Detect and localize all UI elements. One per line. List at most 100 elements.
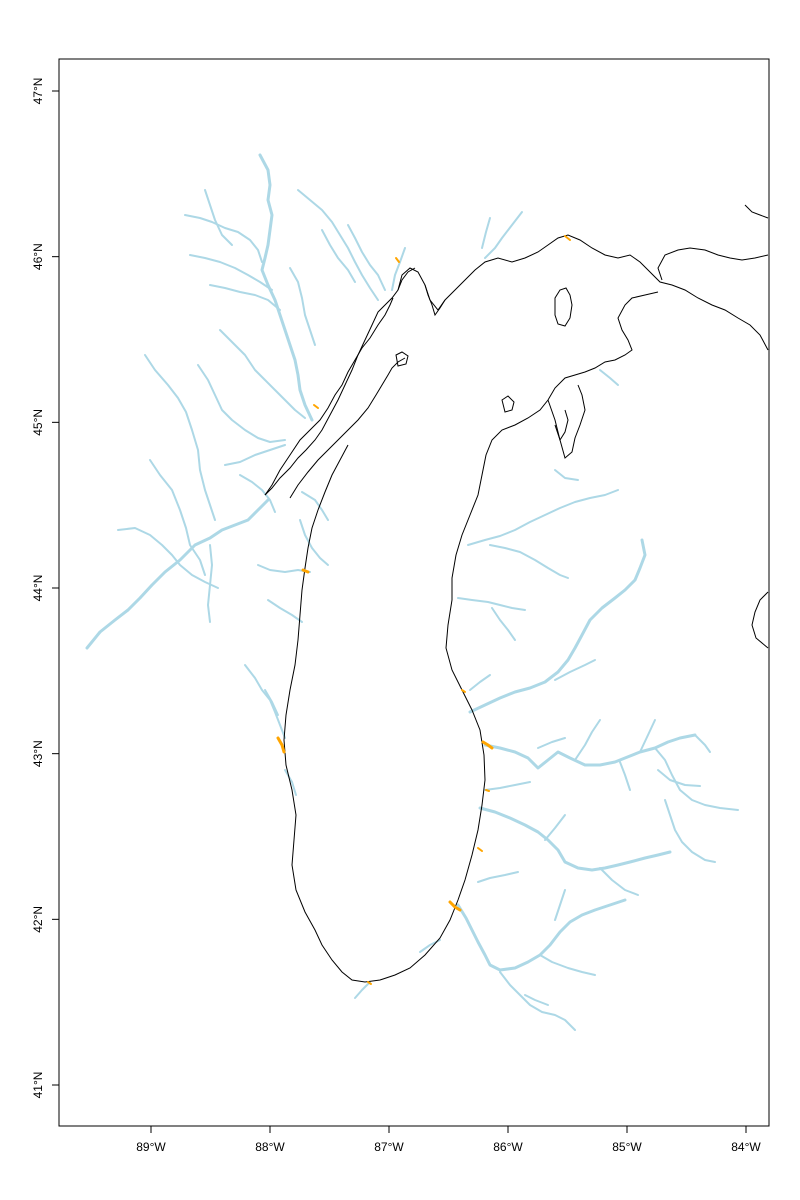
- river-line: [85, 498, 270, 650]
- x-tick-label: 86°W: [493, 1140, 523, 1154]
- river-line: [664, 799, 716, 863]
- highlight-segment: [564, 235, 571, 241]
- river-line: [477, 871, 519, 883]
- river-line: [197, 364, 286, 443]
- highlight-segment: [395, 257, 400, 263]
- highlight-segment: [477, 847, 483, 852]
- y-tick-label: 41°N: [31, 1072, 45, 1099]
- shoreline-main: [657, 247, 769, 281]
- river-line: [209, 284, 281, 311]
- river-line: [297, 189, 379, 301]
- river-line: [554, 889, 566, 921]
- river-line: [204, 189, 233, 246]
- river-line: [574, 719, 601, 761]
- shoreline-main: [283, 291, 659, 983]
- river-line: [654, 747, 739, 811]
- river-line: [483, 733, 697, 770]
- river-line: [289, 267, 316, 346]
- river-line: [244, 664, 286, 739]
- y-tick-label: 43°N: [31, 740, 45, 767]
- x-tick-label: 89°W: [136, 1140, 166, 1154]
- river-line: [469, 674, 491, 691]
- river-line: [599, 369, 619, 386]
- river-line: [539, 954, 596, 976]
- lake-michigan-shoreline: [264, 204, 769, 983]
- river-line: [354, 981, 371, 999]
- x-axis: 89°W 88°W 87°W 86°W 85°W 84°W: [136, 1126, 761, 1154]
- shoreline-main: [547, 384, 586, 459]
- river-line: [207, 544, 213, 623]
- river-line: [391, 247, 406, 291]
- highlight-segment: [313, 404, 319, 409]
- river-line: [239, 474, 276, 513]
- shoreline-main: [751, 591, 769, 649]
- river-line: [264, 689, 279, 716]
- highlight-segment: [481, 740, 494, 750]
- river-line: [456, 898, 627, 972]
- island-outline: [554, 287, 573, 327]
- river-line: [694, 734, 711, 753]
- river-line: [189, 254, 273, 291]
- river-line: [284, 769, 297, 796]
- river-line: [299, 519, 329, 566]
- shoreline-main: [397, 267, 416, 291]
- river-line: [184, 214, 263, 263]
- river-line: [484, 211, 523, 259]
- river-line: [639, 719, 656, 753]
- shoreline-main: [264, 234, 769, 496]
- river-line: [117, 527, 219, 589]
- y-tick-label: 47°N: [31, 78, 45, 105]
- river-line: [149, 459, 206, 576]
- river-line: [657, 769, 701, 787]
- river-line: [457, 597, 526, 611]
- shoreline-main: [554, 409, 569, 442]
- shoreline-main: [424, 284, 446, 317]
- island-outline: [501, 395, 515, 413]
- river-line: [144, 354, 216, 521]
- shoreline-main: [264, 297, 394, 496]
- plot-frame: [58, 58, 770, 1127]
- river-line: [619, 761, 631, 791]
- river-line: [484, 781, 531, 791]
- y-tick-label: 46°N: [31, 243, 45, 270]
- river-line: [537, 737, 566, 749]
- river-line: [219, 329, 306, 419]
- y-tick-label: 42°N: [31, 906, 45, 933]
- river-line: [554, 659, 596, 681]
- x-tick-label: 85°W: [612, 1140, 642, 1154]
- river-line: [499, 971, 576, 1031]
- river-line: [544, 814, 566, 841]
- y-tick-label: 44°N: [31, 575, 45, 602]
- highlight-segment: [485, 789, 490, 792]
- shoreline-main: [744, 204, 769, 219]
- river-line: [321, 229, 356, 283]
- river-line: [599, 867, 639, 896]
- x-tick-label: 88°W: [255, 1140, 285, 1154]
- island-outline: [395, 351, 409, 367]
- highlight-segment: [276, 736, 286, 754]
- river-line: [478, 806, 672, 872]
- highlight-segment: [301, 568, 310, 574]
- river-line: [467, 489, 619, 546]
- river-line: [554, 469, 579, 481]
- river-line: [301, 491, 329, 521]
- x-tick-label: 87°W: [374, 1140, 404, 1154]
- river-line: [468, 538, 647, 714]
- river-line: [481, 217, 491, 249]
- y-tick-label: 45°N: [31, 409, 45, 436]
- highlight-segment: [448, 900, 462, 912]
- shoreline-main: [289, 357, 406, 499]
- river-mouth-highlights: [276, 235, 571, 985]
- highlight-segment: [461, 689, 466, 693]
- river-line: [524, 994, 549, 1006]
- river-line: [347, 224, 386, 291]
- highlight-segment: [367, 981, 372, 985]
- river-line: [489, 544, 569, 579]
- river-line: [267, 599, 303, 623]
- river-network: [85, 153, 739, 1031]
- y-axis: 41°N 42°N 43°N 44°N 45°N 46°N 47°N: [31, 78, 59, 1099]
- river-line: [224, 444, 286, 466]
- river-line: [491, 607, 516, 641]
- x-tick-label: 84°W: [731, 1140, 761, 1154]
